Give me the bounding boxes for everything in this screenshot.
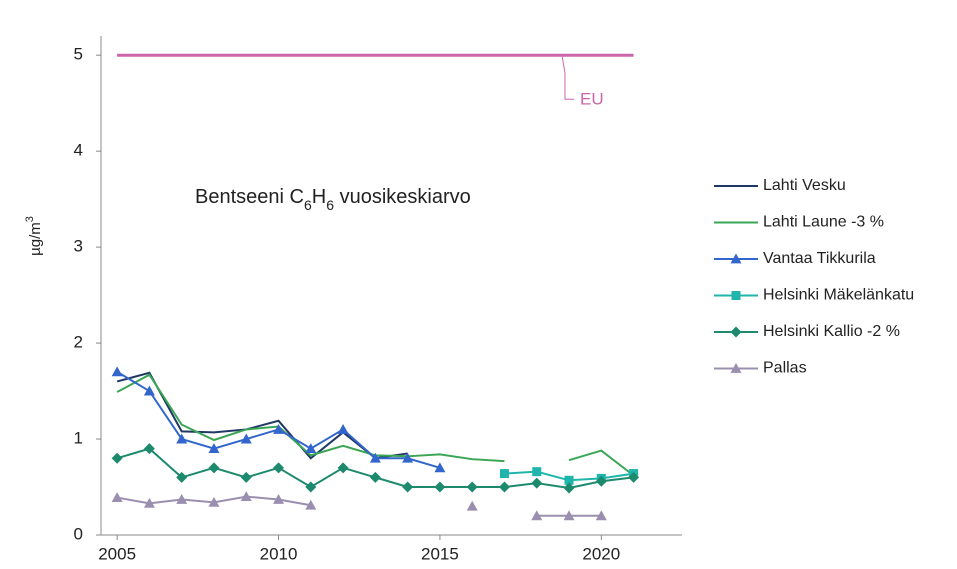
marker: [111, 492, 123, 502]
marker: [240, 471, 252, 483]
series-line: [116, 495, 602, 517]
series-line: [116, 373, 635, 477]
marker: [402, 481, 414, 493]
marker: [305, 499, 317, 510]
x-tick-label: 2010: [260, 544, 298, 563]
chart-title-part: 6: [304, 197, 312, 213]
legend-label: Helsinki Kallio -2 %: [763, 323, 900, 340]
marker: [531, 477, 543, 489]
y-axis-label: µg/m3: [24, 216, 44, 256]
marker: [337, 423, 349, 434]
marker: [595, 475, 607, 487]
marker: [240, 433, 252, 444]
marker: [111, 366, 123, 377]
marker: [595, 510, 607, 521]
annotation: EU: [580, 90, 604, 109]
y-tick-label: 0: [74, 524, 83, 543]
marker: [305, 481, 317, 493]
y-tick-label: 2: [74, 333, 83, 352]
legend-label: Vantaa Tikkurila: [763, 250, 876, 267]
legend-label: Lahti Laune -3 %: [763, 214, 884, 231]
marker: [273, 493, 285, 504]
marker: [305, 443, 317, 454]
x-tick-label: 2020: [582, 544, 620, 563]
y-tick-label: 5: [74, 45, 83, 64]
y-tick-label: 3: [74, 237, 83, 256]
marker: [434, 462, 446, 473]
marker: [564, 475, 574, 485]
marker: [402, 452, 414, 463]
chart-title-part: H: [312, 186, 326, 208]
marker: [143, 497, 155, 508]
marker: [466, 500, 478, 511]
marker: [434, 481, 446, 493]
chart-title-part: 6: [326, 197, 334, 213]
chart-title: Bentseeni C6H6 vuosikeskiarvo: [195, 186, 471, 212]
y-tick-label: 4: [74, 141, 83, 160]
marker: [628, 471, 640, 483]
marker: [498, 481, 510, 493]
x-tick-label: 2005: [98, 544, 136, 563]
marker: [369, 452, 381, 463]
marker: [730, 326, 742, 338]
marker: [176, 471, 188, 483]
chart-title-part: vuosikeskiarvo: [334, 186, 471, 208]
marker: [208, 462, 220, 474]
marker: [730, 253, 742, 264]
marker: [532, 467, 542, 477]
marker: [143, 385, 155, 396]
marker: [369, 471, 381, 483]
legend-label: Pallas: [763, 360, 807, 377]
marker: [176, 433, 188, 444]
marker: [208, 496, 220, 507]
marker: [143, 443, 155, 455]
y-tick-label: 1: [74, 429, 83, 448]
x-tick-label: 2015: [421, 544, 459, 563]
marker: [337, 462, 349, 474]
marker: [240, 491, 252, 502]
y-axis-label-part: 3: [24, 216, 36, 222]
marker: [499, 469, 509, 479]
chart-title-part: Bentseeni C: [195, 186, 304, 208]
annotation-leader: [561, 55, 574, 100]
marker: [730, 363, 742, 373]
marker: [273, 462, 285, 474]
y-axis-label-part: µg/m: [27, 222, 44, 256]
marker: [111, 452, 123, 464]
legend-label: Lahti Vesku: [763, 177, 846, 194]
marker: [208, 443, 220, 454]
marker: [466, 481, 478, 493]
marker: [273, 423, 285, 434]
marker: [563, 510, 575, 521]
marker: [563, 482, 575, 494]
marker: [531, 510, 543, 521]
marker: [176, 493, 188, 504]
marker: [731, 291, 741, 300]
series-line: [116, 371, 408, 460]
legend-label: Helsinki Mäkelänkatu: [763, 287, 914, 304]
